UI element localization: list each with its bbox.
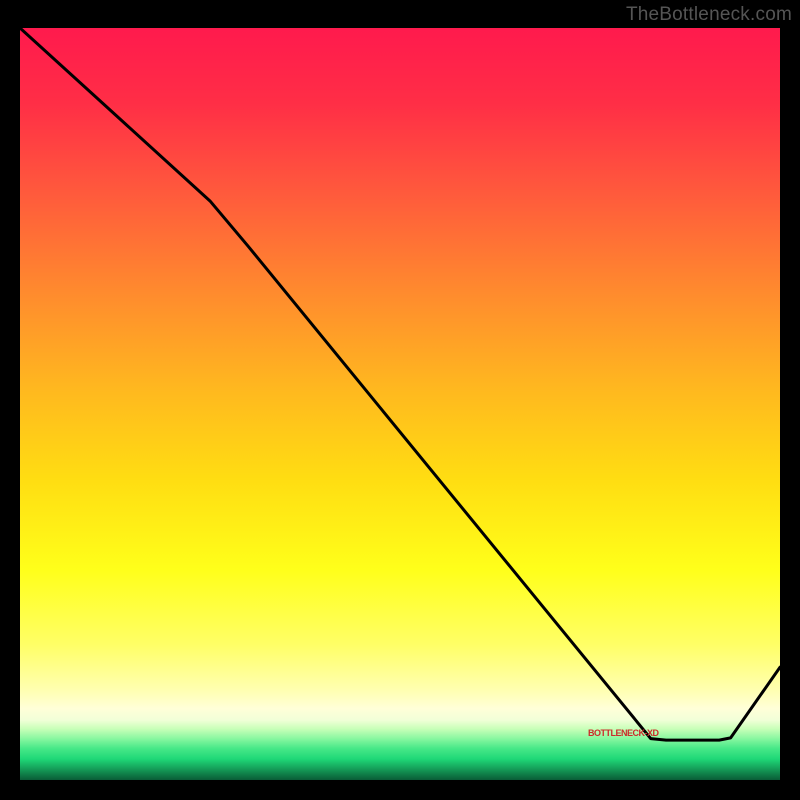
watermark-text: TheBottleneck.com (626, 4, 792, 26)
chart-container: TheBottleneck.com BOTTLENECK-XD (0, 0, 800, 800)
series-label: BOTTLENECK-XD (588, 728, 659, 738)
bottleneck-curve (20, 28, 780, 780)
plot-area: BOTTLENECK-XD (20, 28, 780, 780)
